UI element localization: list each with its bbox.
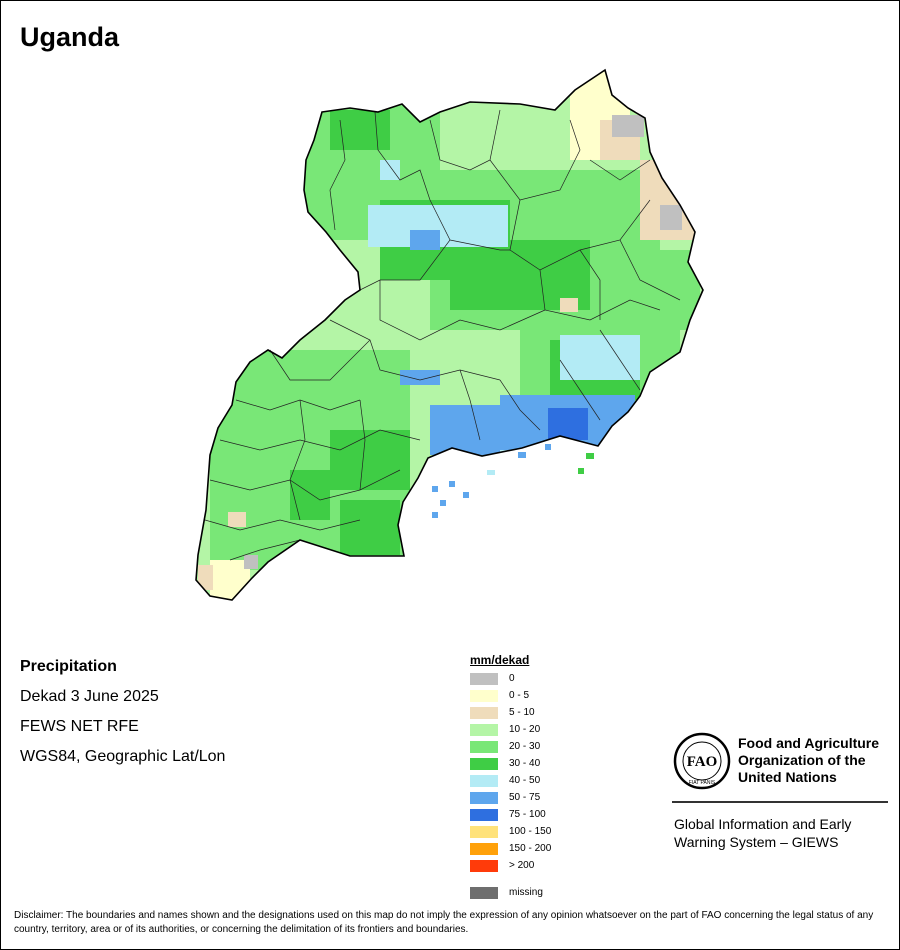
legend-swatch <box>470 673 498 685</box>
legend-label: 30 - 40 <box>509 758 541 769</box>
legend-item: 5 - 10 <box>470 705 535 722</box>
legend-label: 0 - 5 <box>509 690 530 701</box>
uganda-outline <box>195 68 704 601</box>
legend-swatch <box>470 809 498 821</box>
disclaimer-text: Disclaimer: The boundaries and names sho… <box>14 910 874 935</box>
legend-swatch <box>470 758 498 770</box>
legend-swatch <box>470 724 498 736</box>
variable-label: Precipitation <box>20 658 117 675</box>
legend-unit: mm/dekad <box>470 653 530 667</box>
fao-emblem-motto: FIAT PANIS <box>689 780 716 786</box>
legend-label: > 200 <box>509 860 535 871</box>
legend-label: 150 - 200 <box>509 843 552 854</box>
fao-divider <box>672 801 888 803</box>
legend-label-missing: missing <box>509 887 543 898</box>
legend-label: 0 <box>509 673 515 684</box>
source-label: FEWS NET RFE <box>20 718 139 735</box>
legend-swatch <box>470 826 498 838</box>
legend-item-missing: missing <box>470 885 543 902</box>
legend-item: 20 - 30 <box>470 739 540 756</box>
fao-emblem-icon: FAO FIAT PANIS <box>673 732 731 790</box>
lake-pixels <box>432 444 594 518</box>
legend-swatch <box>470 775 498 787</box>
legend-label: 10 - 20 <box>509 724 541 735</box>
district-boundaries <box>204 109 681 561</box>
legend-swatch <box>470 843 498 855</box>
legend-item: 30 - 40 <box>470 756 540 773</box>
period-label: Dekad 3 June 2025 <box>20 688 159 705</box>
legend-label: 40 - 50 <box>509 775 541 786</box>
legend-label: 100 - 150 <box>509 826 552 837</box>
map-title: Uganda <box>20 22 120 52</box>
legend: mm/dekad 0 0 - 5 5 - 10 10 - 20 20 - 30 30 - … <box>470 653 551 902</box>
legend-rows: 0 0 - 5 5 - 10 10 - 20 20 - 30 30 - 40 40 - 50… <box>470 671 551 875</box>
legend-label: 50 - 75 <box>509 792 541 803</box>
projection-label: WGS84, Geographic Lat/Lon <box>20 748 226 765</box>
legend-item: 10 - 20 <box>470 722 540 739</box>
legend-item: 40 - 50 <box>470 773 540 790</box>
legend-item: 0 <box>470 671 529 688</box>
giews-name: Global Information and Early Warning Sys… <box>674 816 852 850</box>
legend-label: 75 - 100 <box>509 809 546 820</box>
legend-label: 20 - 30 <box>509 741 541 752</box>
map-info: Precipitation Dekad 3 June 2025 FEWS NET… <box>20 656 225 776</box>
legend-item: 75 - 100 <box>470 807 546 824</box>
legend-swatch <box>470 860 498 872</box>
legend-item: 150 - 200 <box>470 841 551 858</box>
legend-item: > 200 <box>470 858 534 875</box>
precipitation-map <box>195 68 704 601</box>
legend-label: 5 - 10 <box>509 707 535 718</box>
legend-swatch <box>470 707 498 719</box>
legend-item: 100 - 150 <box>470 824 551 841</box>
fao-emblem-text: FAO <box>687 754 718 770</box>
legend-item: 0 - 5 <box>470 688 529 705</box>
legend-swatch <box>470 741 498 753</box>
legend-swatch <box>470 792 498 804</box>
fao-org-name: Food and Agriculture Organization of the… <box>738 735 880 785</box>
legend-item: 50 - 75 <box>470 790 540 807</box>
legend-swatch-missing <box>470 887 498 899</box>
legend-swatch <box>470 690 498 702</box>
